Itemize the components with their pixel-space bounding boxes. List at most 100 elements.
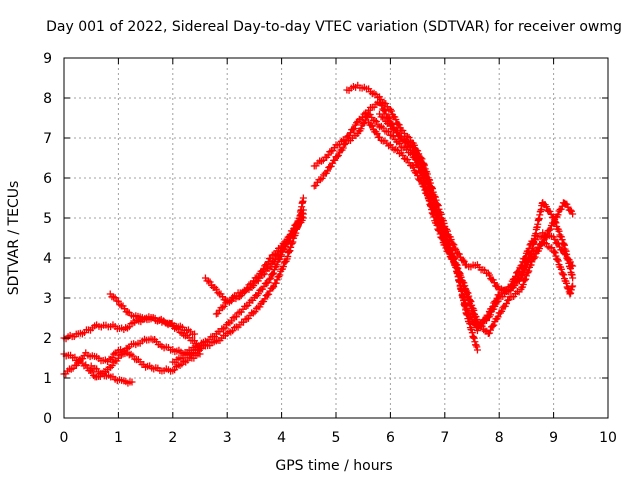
- data-point: [212, 285, 220, 293]
- data-point: [386, 121, 394, 129]
- data-point: [293, 224, 301, 232]
- data-point: [219, 293, 227, 301]
- data-point: [409, 144, 417, 152]
- data-point: [191, 330, 199, 338]
- data-point: [489, 322, 497, 330]
- data-point: [327, 162, 335, 170]
- data-point: [74, 359, 82, 367]
- data-point: [403, 132, 411, 140]
- data-point: [278, 243, 286, 251]
- data-point: [417, 157, 425, 165]
- data-point: [228, 317, 236, 325]
- data-point: [416, 155, 424, 163]
- data-point: [502, 300, 510, 308]
- data-point: [392, 115, 400, 123]
- data-point: [242, 302, 250, 310]
- data-point: [491, 302, 499, 310]
- data-point: [245, 281, 253, 289]
- data-point: [368, 122, 376, 130]
- data-point: [206, 278, 214, 286]
- data-point: [460, 257, 468, 265]
- data-point: [473, 346, 481, 354]
- data-point: [396, 139, 404, 147]
- data-point: [267, 254, 275, 262]
- data-point: [265, 275, 273, 283]
- series-track-3: [60, 346, 204, 378]
- data-point: [279, 239, 287, 247]
- data-point: [408, 161, 416, 169]
- series-track-6: [169, 194, 307, 366]
- data-point: [542, 233, 550, 241]
- data-point: [316, 176, 324, 184]
- data-point: [512, 278, 520, 286]
- data-point: [269, 270, 277, 278]
- data-point: [494, 313, 502, 321]
- data-point: [288, 231, 296, 239]
- data-point: [459, 278, 467, 286]
- data-point: [550, 247, 558, 255]
- series-track-7: [185, 206, 307, 354]
- y-tick-label: 6: [43, 171, 52, 187]
- data-point: [449, 250, 457, 258]
- data-point: [546, 225, 554, 233]
- data-point: [551, 249, 559, 257]
- data-point: [424, 191, 432, 199]
- data-point: [254, 273, 262, 281]
- data-point: [569, 274, 577, 282]
- data-point: [360, 110, 368, 118]
- data-point: [413, 149, 421, 157]
- data-point: [485, 329, 493, 337]
- data-point: [240, 318, 248, 326]
- y-tick-label: 3: [43, 291, 52, 307]
- series-track-4: [87, 362, 136, 387]
- data-point: [299, 194, 307, 202]
- data-point: [128, 378, 136, 386]
- data-point: [519, 280, 527, 288]
- data-point: [498, 307, 506, 315]
- series-track-2: [60, 335, 209, 381]
- data-point: [395, 121, 403, 129]
- data-point: [414, 171, 422, 179]
- data-point: [437, 222, 445, 230]
- data-point: [379, 113, 387, 121]
- data-point: [543, 230, 551, 238]
- data-point: [553, 256, 561, 264]
- data-point: [528, 251, 536, 259]
- data-point: [496, 309, 504, 317]
- data-point: [244, 314, 252, 322]
- data-point: [547, 210, 555, 218]
- data-point: [420, 183, 428, 191]
- data-point: [468, 304, 476, 312]
- data-point: [264, 279, 272, 287]
- data-point: [366, 111, 374, 119]
- data-point: [285, 247, 293, 255]
- axis-ticks: 0 1 2 3 4 5 6 7 8 9 10 0 1 2 3 4 5 6 7 8 9: [43, 51, 617, 446]
- data-point: [560, 240, 568, 248]
- data-point: [511, 281, 519, 289]
- data-point: [525, 267, 533, 275]
- y-tick-label: 1: [43, 371, 52, 387]
- data-point: [333, 153, 341, 161]
- data-point: [256, 303, 264, 311]
- data-point: [88, 368, 96, 376]
- data-point: [261, 295, 269, 303]
- data-point: [486, 311, 494, 319]
- data-point: [271, 250, 279, 258]
- data-point: [542, 203, 550, 211]
- data-point: [265, 290, 273, 298]
- data-point: [124, 308, 132, 316]
- data-point: [494, 297, 502, 305]
- data-point: [381, 107, 389, 115]
- data-point: [442, 232, 450, 240]
- data-point: [520, 269, 528, 277]
- data-point: [566, 206, 574, 214]
- data-point: [449, 253, 457, 261]
- data-point: [417, 177, 425, 185]
- data-point: [380, 114, 388, 122]
- data-point: [108, 354, 116, 362]
- data-point: [423, 190, 431, 198]
- data-point: [563, 279, 571, 287]
- data-point: [287, 243, 295, 251]
- data-point: [555, 227, 563, 235]
- data-point: [442, 233, 450, 241]
